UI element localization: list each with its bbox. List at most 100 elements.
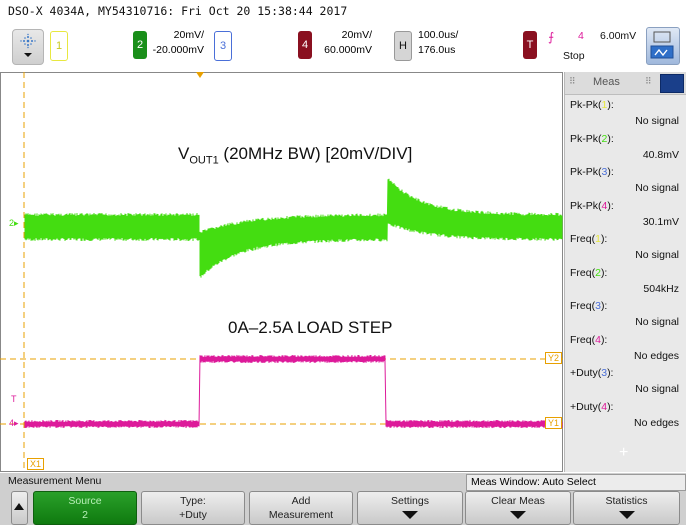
meas-item-name: Freq(1): [570, 233, 608, 245]
meas-item-value: No signal [635, 249, 679, 261]
ch2-marker-label: 2 [9, 218, 15, 228]
load-step-annotation: 0A–2.5A LOAD STEP [228, 318, 393, 337]
meas-item-name: Freq(3): [570, 300, 608, 312]
vout-sub: OUT1 [189, 154, 219, 167]
clear-meas-softkey[interactable]: Clear Meas [465, 491, 571, 525]
ch4-ground-marker[interactable]: 4▸ [9, 418, 19, 428]
vout-annotation: VOUT1 (20MHz BW) [20mV/DIV] [178, 144, 412, 166]
down-arrow-icon [402, 511, 418, 519]
type-softkey[interactable]: Type: +Duty [141, 491, 245, 525]
meas-panel-header: ⠿ Meas ⠿ [565, 72, 686, 95]
menu-title: Measurement Menu [8, 475, 102, 487]
meas-window-status: Meas Window: Auto Select [466, 474, 686, 491]
ch4-settings[interactable]: 20mV/ 60.000mV [318, 28, 372, 58]
grid-lines [0, 72, 563, 472]
statistics-label: Statistics [605, 495, 648, 507]
meas-item-name: +Duty(4): [570, 400, 614, 413]
source-value: 2 [82, 509, 88, 521]
type-value: +Duty [179, 509, 207, 521]
window-title: DSO-X 4034A, MY54310716: Fri Oct 20 15:3… [8, 4, 348, 18]
meas-item-value: No edges [634, 349, 679, 362]
trigger-button[interactable]: T [523, 31, 537, 59]
meas-item-name: Pk-Pk(2): [570, 132, 614, 145]
ch4-marker-label: 4 [9, 418, 15, 428]
add-measurement-icon[interactable]: + [619, 444, 629, 461]
vout-main: V [178, 144, 190, 163]
meas-item-value: No signal [635, 182, 679, 194]
y1-label: Y1 [548, 418, 560, 428]
graticule-svg [0, 72, 563, 472]
add-label-2: Measurement [268, 509, 334, 521]
meas-item-value: 40.8mV [642, 148, 679, 161]
back-button[interactable] [11, 491, 28, 525]
statistics-softkey[interactable]: Statistics [573, 491, 680, 525]
y2-cursor-label[interactable]: Y2 [545, 352, 563, 364]
drag-grip-icon-right[interactable]: ⠿ [645, 76, 652, 86]
title-bar: DSO-X 4034A, MY54310716: Fri Oct 20 15:3… [0, 0, 686, 22]
ch2-ground-marker[interactable]: 2▸ [9, 218, 19, 228]
meas-item-value: 30.1mV [642, 215, 679, 228]
meas-item-name: +Duty(3): [570, 367, 614, 379]
down-arrow-icon [619, 511, 635, 519]
panel-tab-icon[interactable] [660, 74, 684, 93]
meas-item-name: Freq(2): [570, 266, 608, 279]
ch4-offset: 60.000mV [324, 44, 372, 56]
meas-panel-title: Meas [593, 76, 620, 88]
acquisition-status: Stop [563, 50, 585, 62]
ch2-offset: -20.000mV [152, 44, 204, 56]
trigger-level-marker[interactable]: T [11, 394, 17, 404]
measurement-panel: ⠿ Meas ⠿ Pk-Pk(1): No signal Pk-Pk(2): 40.8… [564, 72, 686, 472]
trigger-label: T [526, 39, 534, 51]
meas-item-name: Pk-Pk(4): [570, 199, 614, 212]
ch2-waveform [24, 178, 563, 278]
x1-label: X1 [30, 459, 42, 469]
horizontal-button[interactable]: H [394, 31, 412, 61]
delay-value: 176.0us [418, 44, 456, 56]
ch2-label: 2 [136, 39, 144, 51]
horizontal-settings[interactable]: 100.0us/ 176.0us [418, 28, 474, 58]
snowflake-icon [20, 33, 36, 57]
add-label: Add [291, 495, 311, 507]
type-label: Type: [180, 495, 206, 507]
trigger-level: 6.00mV [600, 30, 637, 42]
source-label: Source [68, 495, 102, 507]
meas-item-name: Pk-Pk(1): [570, 99, 614, 111]
ch3-button[interactable]: 3 [214, 31, 232, 61]
trigger-source: 4 [578, 30, 584, 42]
source-softkey[interactable]: Source 2 [33, 491, 137, 525]
waveform-graticule[interactable]: 2▸ T 4▸ Y2 Y1 X1 VOUT1 (20MHz BW) [20mV/… [0, 72, 563, 472]
trigger-position-marker [196, 72, 204, 78]
ch1-label: 1 [55, 40, 63, 52]
meas-item-value: No signal [635, 383, 679, 395]
ch3-label: 3 [219, 40, 227, 52]
ch4-label: 4 [301, 39, 309, 51]
menu-logo-button[interactable] [12, 29, 44, 65]
softkey-bar: Measurement Menu Meas Window: Auto Selec… [0, 473, 686, 525]
x1-cursor-label[interactable]: X1 [27, 458, 45, 470]
settings-softkey[interactable]: Settings [357, 491, 463, 525]
layout-toggle-button[interactable] [646, 27, 680, 65]
timebase-value: 100.0us/ [418, 29, 459, 41]
vout-rest: (20MHz BW) [20mV/DIV] [218, 144, 413, 163]
horizontal-label: H [399, 40, 407, 52]
down-arrow-icon [510, 511, 526, 519]
trig-marker-label: T [11, 394, 17, 404]
ch4-scale: 20mV/ [341, 29, 372, 41]
y2-label: Y2 [548, 353, 560, 363]
ch2-settings[interactable]: 20mV/ -20.000mV [152, 28, 204, 58]
meas-item-value: No signal [635, 316, 679, 328]
up-arrow-icon [14, 503, 24, 510]
ch1-button[interactable]: 1 [50, 31, 68, 61]
meas-item-value: 504kHz [643, 282, 679, 295]
drag-grip-icon[interactable]: ⠿ [569, 76, 576, 86]
ch4-button[interactable]: 4 [298, 31, 312, 59]
ch4-waveform [24, 354, 563, 429]
add-measurement-softkey[interactable]: Add Measurement [249, 491, 353, 525]
ch2-scale: 20mV/ [173, 29, 204, 41]
window-layout-icon [650, 31, 674, 59]
ch2-button[interactable]: 2 [133, 31, 147, 59]
trigger-edge-icon: ⨍ [548, 30, 555, 44]
meas-item-value: No edges [634, 416, 679, 429]
toolbar: 1 2 20mV/ -20.000mV 3 4 20mV/ 60.000mV H… [0, 22, 686, 70]
y1-cursor-label[interactable]: Y1 [545, 417, 563, 429]
